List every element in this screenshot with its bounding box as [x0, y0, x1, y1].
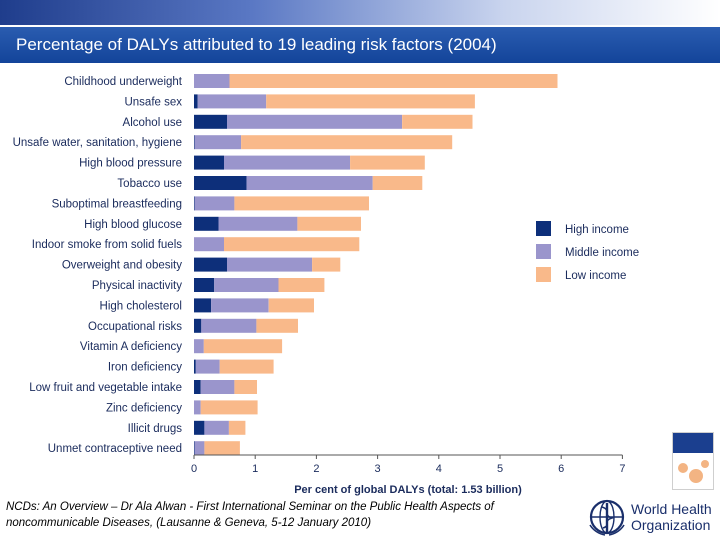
bar-segment [229, 74, 558, 88]
bar-segment [218, 216, 298, 231]
title-bar: Percentage of DALYs attributed to 19 lea… [0, 27, 720, 63]
category-label: Zinc deficiency [106, 402, 182, 414]
bar-segment [203, 339, 283, 354]
category-label: High blood pressure [79, 158, 182, 170]
category-label: Tobacco use [117, 178, 182, 190]
bar-segment [194, 339, 204, 354]
bar-segment [201, 318, 257, 333]
x-tick-label: 0 [191, 463, 197, 475]
bar-segment [194, 135, 195, 150]
bar-segment [312, 257, 341, 272]
bar-segment [224, 237, 360, 252]
bar-segment [211, 298, 269, 313]
category-label: Overweight and obesity [62, 260, 182, 272]
bar-segment [246, 176, 373, 190]
bar-segment [204, 420, 229, 435]
x-tick-label: 5 [497, 463, 503, 475]
bar-segment [234, 380, 257, 394]
category-label: Iron deficiency [108, 362, 182, 374]
bar-segment [194, 216, 219, 231]
bar-segment [200, 400, 258, 415]
bar-segment [194, 380, 201, 394]
bar-segment [194, 94, 198, 109]
bar-segment [194, 155, 224, 170]
bar-segment [268, 298, 314, 313]
bar-segment [278, 278, 325, 292]
bar-segment [194, 441, 205, 456]
category-label: Unmet contraceptive need [48, 443, 182, 455]
bar-segment [194, 420, 205, 435]
bar-segment [194, 74, 230, 88]
bar-segment [241, 135, 453, 150]
bar-segment [194, 196, 235, 211]
bar-segment [200, 380, 235, 394]
legend-swatch [536, 244, 551, 259]
top-decorative-strip [0, 0, 720, 25]
category-label: Childhood underweight [64, 76, 182, 88]
report-cover-icon [672, 432, 714, 490]
bar-segment [194, 237, 224, 252]
bar-segment [256, 318, 298, 333]
category-label: Physical inactivity [92, 280, 182, 292]
x-tick-label: 4 [436, 463, 442, 475]
category-label: High cholesterol [100, 300, 182, 312]
category-label: Unsafe sex [124, 96, 182, 108]
bar-segment [204, 441, 240, 456]
who-logo: World Health Organization [587, 497, 715, 537]
bar-segment [372, 176, 423, 190]
category-label: Occupational risks [88, 321, 182, 333]
bar-segment [194, 318, 202, 333]
bar-segment [194, 359, 196, 374]
legend-label: High income [565, 224, 629, 236]
category-label: Unsafe water, sanitation, hygiene [13, 137, 182, 149]
bar-segment [194, 441, 195, 456]
x-axis-title: Per cent of global DALYs (total: 1.53 bi… [294, 484, 522, 496]
bar-segment [219, 359, 274, 374]
bar-segment [227, 257, 313, 272]
bar-segment [197, 94, 267, 109]
category-label: Indoor smoke from solid fuels [32, 239, 182, 251]
bar-segment [194, 298, 212, 313]
legend-label: Middle income [565, 247, 639, 259]
bar-segment [195, 359, 220, 374]
category-label: Illicit drugs [128, 423, 183, 435]
x-tick-label: 6 [558, 463, 564, 475]
x-tick-label: 2 [313, 463, 319, 475]
legend-label: Low income [565, 270, 626, 282]
category-label: High blood glucose [84, 219, 182, 231]
bar-segment [350, 155, 425, 170]
stacked-bar-chart: Childhood underweight Unsafe sex Alcohol u… [13, 74, 639, 496]
x-tick-label: 7 [619, 463, 625, 475]
category-label: Alcohol use [123, 117, 182, 129]
category-label: Low fruit and vegetable intake [29, 382, 182, 394]
bar-segment [194, 135, 242, 150]
bar-segment [194, 257, 227, 272]
bar-segment [297, 216, 361, 231]
bar-segment [224, 155, 351, 170]
bar-segment [194, 278, 215, 292]
bar-segment [234, 196, 369, 211]
legend-swatch [536, 221, 551, 236]
who-emblem-icon [589, 499, 625, 536]
bar-segment [194, 400, 201, 415]
bar-segment [194, 114, 227, 129]
bar-segment [194, 196, 195, 211]
x-tick-label: 3 [375, 463, 381, 475]
bar-segment [402, 114, 473, 129]
bar-segment [227, 114, 402, 129]
bar-segment [194, 176, 247, 190]
category-label: Suboptimal breastfeeding [52, 198, 182, 210]
who-logo-text: World Health Organization [631, 501, 712, 533]
bar-segment [266, 94, 475, 109]
category-label: Vitamin A deficiency [80, 341, 182, 353]
bar-segment [214, 278, 279, 292]
footer-citation: NCDs: An Overview – Dr Ala Alwan - First… [6, 501, 494, 529]
bar-segment [228, 420, 246, 435]
slide-title: Percentage of DALYs attributed to 19 lea… [16, 35, 497, 54]
legend-swatch [536, 267, 551, 282]
x-tick-label: 1 [252, 463, 258, 475]
